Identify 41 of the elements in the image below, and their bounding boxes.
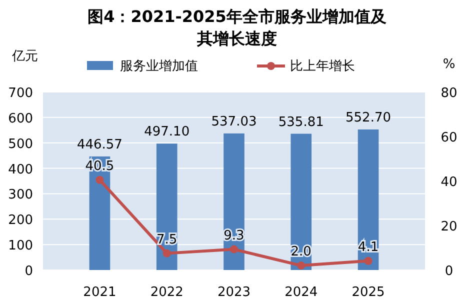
legend-label: 服务业增加值 [120, 59, 198, 74]
bar [156, 144, 178, 270]
data-label: 9.3 [224, 228, 244, 244]
y-tick-label: 200 [8, 213, 33, 228]
y-tick-label: 600 [8, 111, 33, 126]
data-label: 535.81 [278, 114, 324, 130]
bar [224, 133, 244, 270]
point [230, 245, 238, 254]
bar [290, 134, 312, 270]
y2-tick-label: 20 [440, 220, 458, 234]
y-tick-label: 500 [8, 136, 33, 152]
data-label: 446.57 [76, 137, 122, 152]
x-tick-label: 2024 [284, 285, 318, 300]
y2-tick-label: 40 [440, 175, 458, 190]
y-tick-label: 400 [8, 162, 33, 178]
point [364, 256, 372, 265]
y2-axis-title: % [442, 57, 456, 72]
bar [358, 129, 379, 270]
y2-tick-label: 80 [440, 86, 458, 101]
y-tick-label: 0 [24, 264, 33, 279]
x-tick-label: 2021 [83, 285, 116, 300]
y2-tick-label: 60 [440, 130, 458, 146]
point [162, 249, 171, 258]
data-label: 497.10 [144, 124, 190, 140]
y2-tick-label: 0 [444, 264, 454, 279]
point [96, 176, 104, 184]
y-axis-title: 亿元 [11, 49, 38, 64]
data-label: 552.70 [346, 110, 392, 126]
point [297, 262, 306, 270]
data-label: 7.5 [156, 232, 178, 248]
data-label: 2.0 [290, 244, 312, 260]
y-tick-label: 300 [8, 188, 33, 203]
legend-label: 比上年增长 [290, 59, 355, 74]
x-tick-label: 2023 [217, 285, 251, 300]
chart-title: 图4：2021-2025年全市服务业增加值及其增长速度 [88, 7, 388, 48]
data-label: 537.03 [211, 114, 257, 130]
x-tick-label: 2022 [150, 285, 184, 300]
y-tick-label: 700 [8, 86, 33, 101]
y-tick-label: 100 [8, 238, 33, 254]
x-tick-label: 2025 [352, 285, 385, 300]
data-label: 4.1 [358, 240, 379, 255]
